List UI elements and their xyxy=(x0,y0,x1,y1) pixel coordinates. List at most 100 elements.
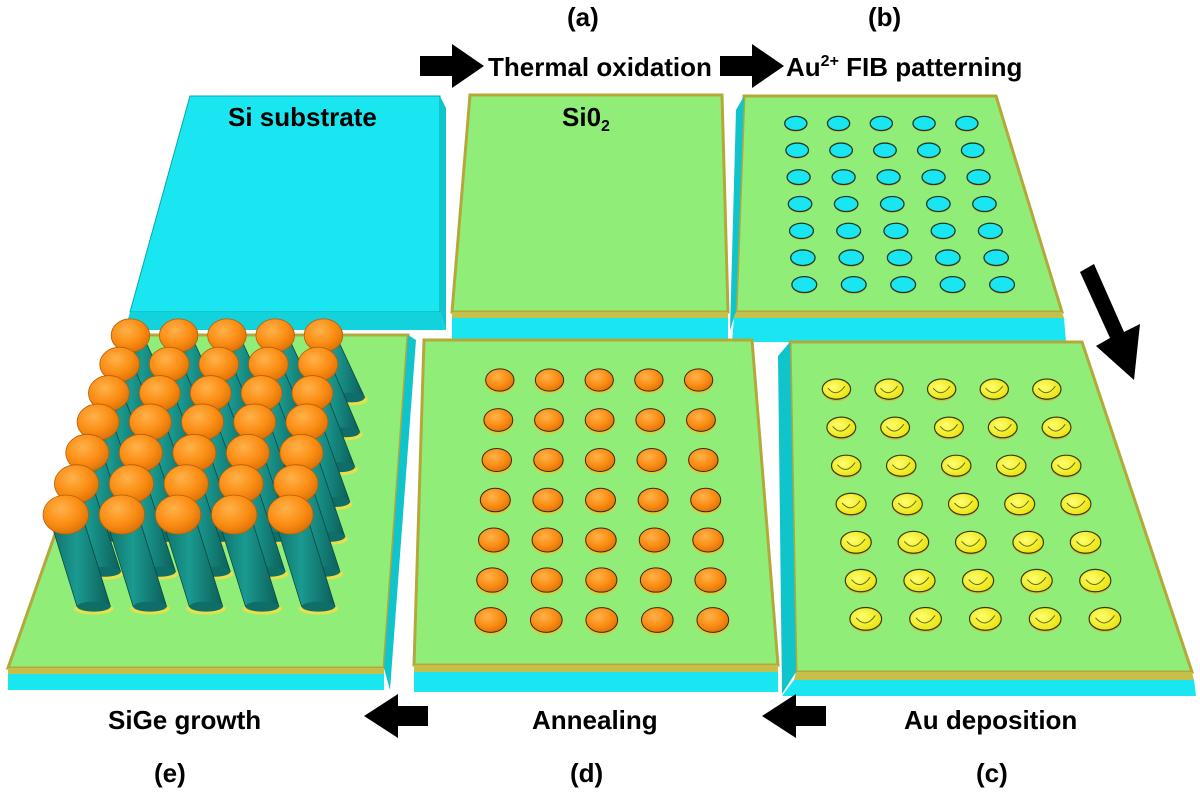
fib-hole xyxy=(836,222,862,240)
catalyst-droplet xyxy=(638,527,671,553)
catalyst-droplet xyxy=(634,368,664,392)
au-dot xyxy=(880,416,911,439)
fib-hole xyxy=(869,115,894,132)
catalyst-droplet xyxy=(639,567,672,593)
catalyst-droplet xyxy=(692,527,724,553)
au-dot-crease xyxy=(968,576,988,586)
thermal-oxidation-label: Thermal oxidation xyxy=(488,52,712,82)
fib-hole xyxy=(921,169,946,186)
sio2-block xyxy=(450,93,730,340)
catalyst-droplet xyxy=(584,408,615,432)
au-dot xyxy=(826,416,857,439)
au-dot-crease xyxy=(841,500,861,509)
au-dot xyxy=(835,492,867,516)
fib-hole xyxy=(840,275,867,294)
sio2-label-prefix: Si0 xyxy=(562,102,602,132)
au-dot-crease xyxy=(880,385,898,394)
au-dot xyxy=(1050,454,1082,477)
arrow-to-oxidation xyxy=(420,44,484,88)
au-dot-crease xyxy=(975,615,996,624)
catalyst-droplet-array xyxy=(473,368,730,635)
si-substrate-side xyxy=(440,96,446,330)
fib-patterning-label: Au2+ FIB patterning xyxy=(786,52,1023,82)
au-dot xyxy=(903,568,936,593)
au-dot xyxy=(995,454,1027,477)
au-dot xyxy=(874,378,904,400)
fib-label-suffix: FIB patterning xyxy=(838,52,1023,82)
fib-side xyxy=(730,96,744,330)
fib-hole xyxy=(983,249,1010,267)
au-dot xyxy=(909,606,943,631)
fib-hole xyxy=(786,169,811,186)
catalyst-cap xyxy=(303,318,344,353)
si-substrate-label: Si substrate xyxy=(228,102,377,132)
step-label-b: (b) xyxy=(868,2,902,32)
au-dot xyxy=(954,530,987,554)
catalyst-cap xyxy=(233,403,277,441)
au-dot xyxy=(987,416,1018,439)
catalyst-droplet xyxy=(584,447,616,473)
catalyst-droplet xyxy=(686,408,716,432)
au-dot xyxy=(968,606,1002,631)
au-dot xyxy=(1041,416,1072,439)
sige-oxide-edge xyxy=(8,668,384,674)
au-dot-crease xyxy=(1095,615,1115,624)
catalyst-droplet xyxy=(640,607,674,633)
fib-hole xyxy=(972,195,997,213)
sio2-substrate-layer xyxy=(452,318,728,340)
arrow-to-fib xyxy=(720,44,784,88)
catalyst-droplet xyxy=(533,447,564,473)
catalyst-droplet xyxy=(585,527,617,553)
fib-label-prefix: Au xyxy=(786,52,821,82)
catalyst-cap xyxy=(42,494,89,535)
catalyst-droplet xyxy=(478,527,510,553)
au-dot xyxy=(1060,492,1092,516)
fib-hole xyxy=(872,142,897,159)
catalyst-droplet xyxy=(635,408,666,432)
fib-hole xyxy=(989,275,1016,294)
fib-hole xyxy=(883,222,909,240)
au-dot xyxy=(940,454,972,477)
au-dot-crease xyxy=(932,385,951,394)
step-label-c: (c) xyxy=(976,758,1008,788)
catalyst-cap xyxy=(207,318,247,353)
fib-hole xyxy=(890,275,917,294)
au-dot xyxy=(840,530,872,554)
catalyst-droplet xyxy=(481,447,513,473)
sio2-oxide-edge xyxy=(452,312,728,318)
catalyst-droplet xyxy=(479,487,511,513)
au-dot-crease xyxy=(903,538,923,547)
au-dot xyxy=(1020,568,1053,593)
au-dot-crease xyxy=(1026,576,1047,586)
au-dot-crease xyxy=(846,538,866,547)
catalyst-droplet xyxy=(483,408,514,432)
catalyst-droplet xyxy=(474,607,508,633)
au-dot xyxy=(1032,378,1062,400)
au-deposition-block xyxy=(778,340,1196,696)
catalyst-cap xyxy=(98,494,146,535)
fib-hole xyxy=(876,169,901,186)
arrow-to-deposition xyxy=(1080,264,1140,380)
au-dot-array xyxy=(821,378,1122,633)
catalyst-droplet xyxy=(476,567,509,593)
catalyst-droplet xyxy=(529,607,563,633)
au-dot-crease xyxy=(892,462,911,470)
fib-hole xyxy=(939,275,966,294)
au-dot-crease xyxy=(827,385,846,394)
au-dot-crease xyxy=(915,615,936,624)
fib-hole xyxy=(912,115,936,132)
fib-hole xyxy=(879,195,905,213)
au-dot-crease xyxy=(855,615,876,624)
au-dot-crease xyxy=(897,500,917,509)
au-deposition-side xyxy=(778,342,796,694)
annealing-label: Annealing xyxy=(532,705,658,735)
au-dot-crease xyxy=(1076,538,1096,547)
catalyst-cap xyxy=(267,494,314,535)
au-dot-crease xyxy=(961,538,981,547)
catalyst-droplet xyxy=(532,487,564,513)
fib-label-charge: 2+ xyxy=(820,53,839,70)
au-dot-crease xyxy=(1002,462,1021,470)
fib-hole xyxy=(838,249,865,267)
